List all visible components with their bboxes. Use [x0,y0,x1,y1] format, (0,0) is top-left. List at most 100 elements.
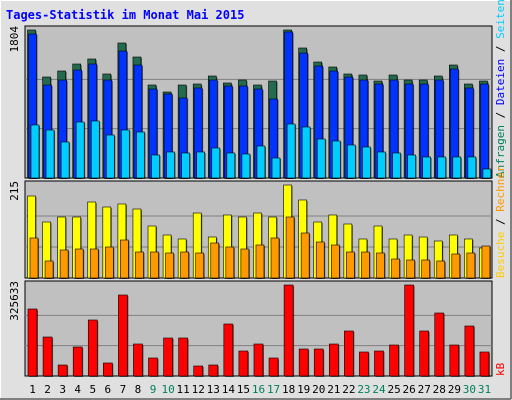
bar-rechner-7 [120,239,129,279]
bar-rechner-31 [481,245,491,279]
chart-panels: 1804 215 325633 [8,25,493,377]
day-label-9: 9 [150,383,157,396]
bar-rechner-5 [89,248,99,279]
day-label-17: 17 [267,383,280,396]
bar-seiten-19 [301,126,311,179]
legend-mid-part: Besuche [494,232,507,278]
bar-seiten-14 [226,152,236,179]
legend-mid-part: / [494,212,507,232]
day-label-22: 22 [342,383,355,396]
bar-seiten-17 [271,157,281,179]
panel-bottom: 325633 [8,280,493,377]
bar-rechner-14 [225,246,235,279]
bar-kb-26 [404,284,414,377]
bar-rechner-9 [150,251,159,279]
day-label-7: 7 [120,383,127,396]
bar-kb-3 [57,364,68,377]
legend-top-part: Dateien [494,59,507,105]
bar-seiten-1 [30,124,40,179]
legend-top-part: / [494,39,507,59]
bar-seiten-20 [316,138,326,179]
bar-seiten-27 [422,156,431,179]
bar-seiten-24 [377,151,386,179]
bar-seiten-26 [407,154,416,179]
day-label-5: 5 [89,383,96,396]
bar-kb-25 [389,344,399,377]
bar-seiten-15 [241,153,251,179]
bar-kb-4 [72,346,83,377]
bar-seiten-8 [136,131,145,179]
bar-rechner-15 [240,248,250,279]
chart-title: Tages-Statistik im Monat Mai 2015 [6,8,244,22]
day-label-1: 1 [29,383,36,396]
bar-rechner-16 [255,244,265,279]
bar-rechner-24 [376,252,385,279]
day-label-23: 23 [357,383,370,396]
bar-kb-22 [344,330,354,377]
bar-rechner-6 [105,246,114,279]
bar-kb-13 [208,364,219,377]
bar-kb-20 [313,348,324,377]
bar-rechner-18 [285,216,295,279]
bar-seiten-10 [166,151,175,179]
panel-top: 1804 [8,25,493,179]
bar-kb-5 [87,319,98,377]
day-label-8: 8 [135,383,142,396]
bar-rechner-1 [29,237,39,279]
bar-seiten-2 [45,129,55,179]
day-label-28: 28 [433,383,446,396]
day-label-19: 19 [297,383,310,396]
bar-rechner-3 [59,249,69,279]
bar-kb-29 [449,344,460,377]
day-labels: 1 2 3 4 5 6 7 8 9 10 11 12 13 14 15 16 17 18 19 20 21 22 23 24 2… [29,383,491,396]
bar-seiten-23 [362,146,371,179]
bar-rechner-4 [74,248,84,279]
day-label-29: 29 [448,383,461,396]
bar-seiten-22 [347,144,356,179]
panel-mid: 215 [8,180,493,279]
bar-rechner-26 [406,259,415,279]
bar-kb-23 [359,351,369,377]
bar-rechner-11 [180,251,189,279]
bar-kb-11 [178,337,188,377]
bar-kb-7 [118,294,128,377]
bar-rechner-21 [330,244,340,279]
day-label-31: 31 [478,383,491,396]
bar-kb-28 [434,312,445,377]
bar-seiten-6 [106,134,115,179]
bar-kb-21 [328,343,339,377]
bar-seiten-28 [437,156,447,179]
bar-kb-17 [268,357,279,377]
day-label-16: 16 [252,383,265,396]
bar-rechner-23 [361,251,370,279]
bar-seiten-5 [90,120,100,179]
bar-rechner-8 [135,251,144,279]
bar-kb-15 [238,350,249,377]
legend-top-part: Seiten [494,0,507,39]
day-label-15: 15 [237,383,250,396]
day-label-4: 4 [74,383,81,396]
bar-rechner-12 [195,252,205,279]
bar-seiten-11 [181,152,190,179]
bar-seiten-7 [121,129,130,179]
legend-top-part: / [494,105,507,125]
bar-seiten-13 [211,147,221,179]
bar-rechner-25 [391,258,400,279]
panel-mid-max-label: 215 [8,181,21,201]
bar-seiten-29 [452,156,462,179]
bar-dateien-31 [480,83,489,179]
day-label-24: 24 [372,383,386,396]
day-label-30: 30 [463,383,476,396]
bar-rechner-27 [421,259,430,279]
panel-top-max-label: 1804 [8,26,21,53]
day-label-21: 21 [327,383,340,396]
bar-rechner-20 [315,241,325,279]
panel-bottom-max-label: 325633 [8,281,21,321]
bar-seiten-25 [392,152,401,179]
bar-seiten-12 [196,151,206,179]
bar-seiten-9 [151,154,160,179]
day-label-14: 14 [222,383,236,396]
legend-bottom: kB [494,362,507,376]
bar-rechner-10 [165,252,174,279]
bar-kb-10 [163,337,173,377]
